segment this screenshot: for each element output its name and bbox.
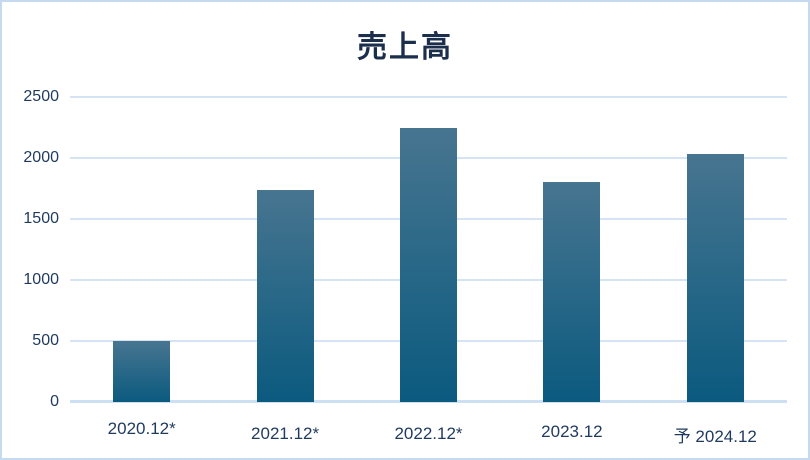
- bar-2024-12: [686, 154, 744, 402]
- bar-2022-12: [400, 127, 457, 402]
- bar-2020-12: [113, 341, 171, 402]
- y-tick-label-0: 0: [50, 393, 59, 410]
- x-tick-label-2021-12: 2021.12*: [251, 424, 320, 443]
- y-tick-label-1000: 1000: [23, 271, 59, 288]
- x-tick-label-2024-12: 予 2024.12: [673, 427, 757, 446]
- chart-title: 売上高: [357, 31, 453, 64]
- bar-2023-12: [543, 182, 601, 402]
- x-axis-labels: 2020.12* 2021.12* 2022.12* 2023.12 予 2024.12: [70, 419, 787, 446]
- y-tick-label-2500: 2500: [23, 88, 59, 105]
- x-tick-label-2020-12: 2020.12*: [107, 419, 176, 438]
- x-tick-label-2023-12: 2023.12: [541, 422, 603, 441]
- x-tick-label-2022-12: 2022.12*: [394, 424, 463, 443]
- plot-area: 0 500 1000 1500 2000 2500 2020.12* 2021.12* 2022…: [23, 88, 787, 446]
- gridline-2500: [70, 96, 787, 98]
- y-tick-label-2000: 2000: [23, 149, 59, 166]
- y-tick-label-500: 500: [32, 332, 59, 349]
- bar-2021-12: [256, 189, 314, 402]
- y-tick-label-1500: 1500: [23, 210, 59, 227]
